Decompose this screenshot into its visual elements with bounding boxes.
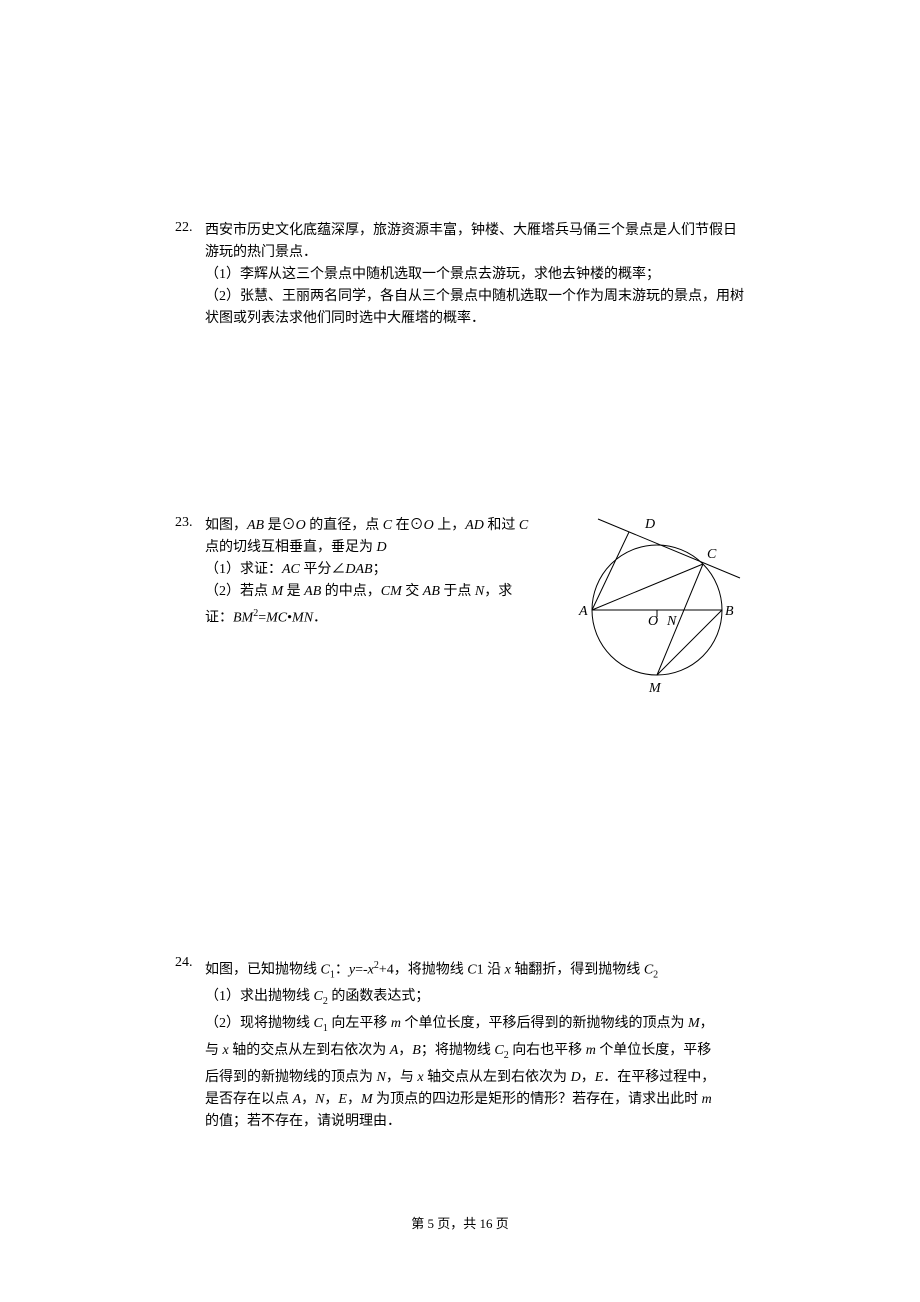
label-B: B [725,604,734,619]
text-line: 是否存在以点 A，N，E，M 为顶点的四边形是矩形的情形？若存在，请求出此时 m [205,1089,750,1111]
text-line: 后得到的新抛物线的顶点为 N，与 x 轴交点从左到右依次为 D，E．在平移过程中… [205,1067,750,1089]
text-line: （1）求证：AC 平分∠DAB； [205,559,555,581]
text-line: （2）现将抛物线 C1 向左平移 m 个单位长度，平移后得到的新抛物线的顶点为 … [205,1013,750,1040]
circle-diagram: D C A O N B M [565,510,750,700]
problem-content: 如图，已知抛物线 C1：y=-x2+4，将抛物线 C1 沿 x 轴翻折，得到抛物… [205,955,750,1133]
text-line: 如图，已知抛物线 C1：y=-x2+4，将抛物线 C1 沿 x 轴翻折，得到抛物… [205,955,750,986]
text-line: 点的切线互相垂直，垂足为 D [205,537,555,559]
text-line: 的值；若不存在，请说明理由． [205,1111,750,1133]
problem-number: 22. [175,220,205,330]
page-footer: 第 5 页，共 16 页 [0,1213,920,1232]
problem-23: 23. 如图，AB 是⊙O 的直径，点 C 在⊙O 上，AD 和过 C 点的切线… [175,515,750,700]
problem-content: 如图，AB 是⊙O 的直径，点 C 在⊙O 上，AD 和过 C 点的切线互相垂直… [205,515,750,700]
label-D: D [644,517,655,532]
problem-22: 22. 西安市历史文化底蕴深厚，旅游资源丰富，钟楼、大雁塔兵马俑三个景点是人们节… [175,220,750,330]
label-C: C [707,547,717,562]
problem-number: 24. [175,955,205,1133]
problem-text: 如图，AB 是⊙O 的直径，点 C 在⊙O 上，AD 和过 C 点的切线互相垂直… [205,515,555,700]
text-line: 与 x 轴的交点从左到右依次为 A，B；将抛物线 C2 向右也平移 m 个单位长… [205,1040,750,1067]
problem-number: 23. [175,515,205,700]
text-line: 如图，AB 是⊙O 的直径，点 C 在⊙O 上，AD 和过 C [205,515,555,537]
text-line: （2）若点 M 是 AB 的中点，CM 交 AB 于点 N，求 [205,581,555,603]
label-A: A [578,604,588,619]
label-O: O [648,614,658,629]
text-line: （2）张慧、王丽两名同学，各自从三个景点中随机选取一个作为周末游玩的景点，用树状… [205,286,750,330]
problem-24: 24. 如图，已知抛物线 C1：y=-x2+4，将抛物线 C1 沿 x 轴翻折，… [175,955,750,1133]
text-line: （1）求出抛物线 C2 的函数表达式； [205,986,750,1013]
text-line: （1）李辉从这三个景点中随机选取一个景点去游玩，求他去钟楼的概率； [205,264,750,286]
label-M: M [648,681,662,696]
label-N: N [666,614,677,629]
text-line: 西安市历史文化底蕴深厚，旅游资源丰富，钟楼、大雁塔兵马俑三个景点是人们节假日游玩… [205,220,750,264]
problem-content: 西安市历史文化底蕴深厚，旅游资源丰富，钟楼、大雁塔兵马俑三个景点是人们节假日游玩… [205,220,750,330]
text-line: 证：BM2=MC•MN． [205,603,555,630]
